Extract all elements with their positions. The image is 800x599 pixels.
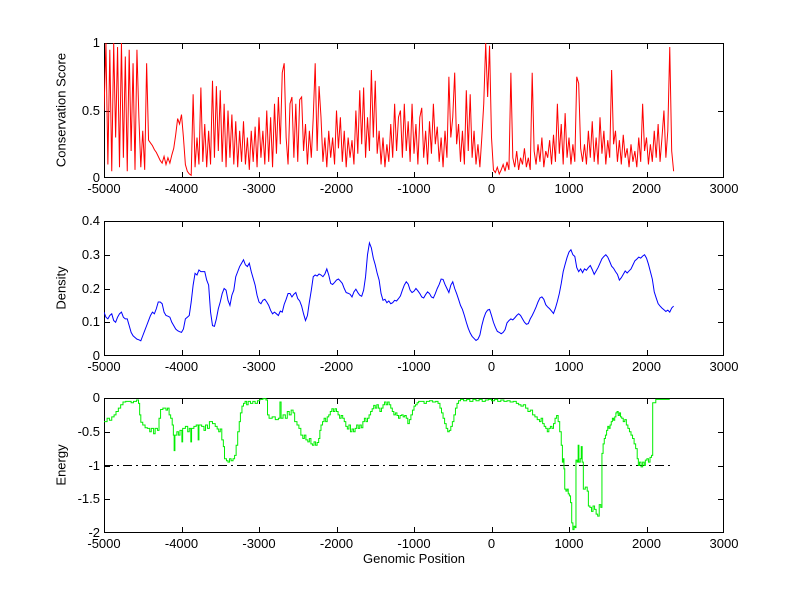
x-tick-label: -3000 bbox=[242, 181, 276, 196]
y-tick-label: 0 bbox=[92, 170, 100, 185]
y-tick-label: 0 bbox=[92, 390, 100, 405]
x-tick-label: 3000 bbox=[709, 359, 739, 374]
x-tick-label: 3000 bbox=[709, 181, 739, 196]
energy-plot-area bbox=[104, 398, 724, 533]
x-tick-label: 1000 bbox=[554, 181, 584, 196]
energy-series-line bbox=[104, 398, 670, 531]
x-tick-label: 0 bbox=[487, 536, 496, 551]
x-tick-label: 1000 bbox=[554, 359, 584, 374]
x-tick-label: -4000 bbox=[164, 536, 199, 551]
y-tick-label: 0.3 bbox=[81, 246, 100, 262]
x-tick-label: -2000 bbox=[319, 359, 354, 374]
x-tick-label: -1000 bbox=[397, 181, 431, 196]
x-tick-label: 0 bbox=[487, 359, 496, 374]
x-tick-label: -4000 bbox=[164, 181, 199, 196]
x-axis-title: Genomic Position bbox=[363, 551, 465, 566]
x-tick-label: 3000 bbox=[709, 536, 739, 551]
y-tick-label: -0.5 bbox=[77, 423, 100, 439]
x-tick-label: -2000 bbox=[319, 536, 354, 551]
density-series-line bbox=[104, 241, 674, 342]
x-tick-label: -1000 bbox=[397, 536, 431, 551]
x-tick-label: -1000 bbox=[397, 359, 431, 374]
y-tick-label: -1 bbox=[88, 457, 100, 473]
x-tick-label: -2000 bbox=[319, 181, 354, 196]
x-tick-label: -3000 bbox=[242, 359, 276, 374]
x-tick-label: -5000 bbox=[87, 359, 121, 374]
x-tick-label: 2000 bbox=[632, 536, 661, 551]
subplot-energy bbox=[104, 398, 724, 533]
y-tick-label: 0.5 bbox=[81, 102, 100, 118]
x-tick-label: 1000 bbox=[554, 536, 584, 551]
y-tick-label: 0.2 bbox=[81, 280, 100, 296]
y-tick-label: 0.4 bbox=[81, 213, 100, 228]
x-tick-label: -4000 bbox=[164, 359, 199, 374]
density-plot-area bbox=[104, 221, 724, 356]
y-tick-label: 1 bbox=[92, 35, 100, 50]
y-tick-label: 0.1 bbox=[81, 314, 100, 330]
x-tick-label: -5000 bbox=[87, 181, 121, 196]
y-tick-label: -2 bbox=[88, 525, 100, 540]
conservation-score-plot-area bbox=[104, 43, 724, 178]
x-tick-label: -5000 bbox=[87, 536, 121, 551]
x-tick-label: -3000 bbox=[242, 536, 276, 551]
x-tick-label: 0 bbox=[487, 181, 496, 196]
x-tick-label: 2000 bbox=[632, 181, 661, 196]
x-tick-label: 2000 bbox=[632, 359, 661, 374]
conservation-score-series-line bbox=[104, 43, 675, 177]
subplot-density bbox=[104, 221, 724, 356]
y-tick-label: 0 bbox=[92, 348, 100, 363]
subplot-conservation-score bbox=[104, 43, 724, 178]
y-tick-label: -1.5 bbox=[77, 491, 100, 507]
